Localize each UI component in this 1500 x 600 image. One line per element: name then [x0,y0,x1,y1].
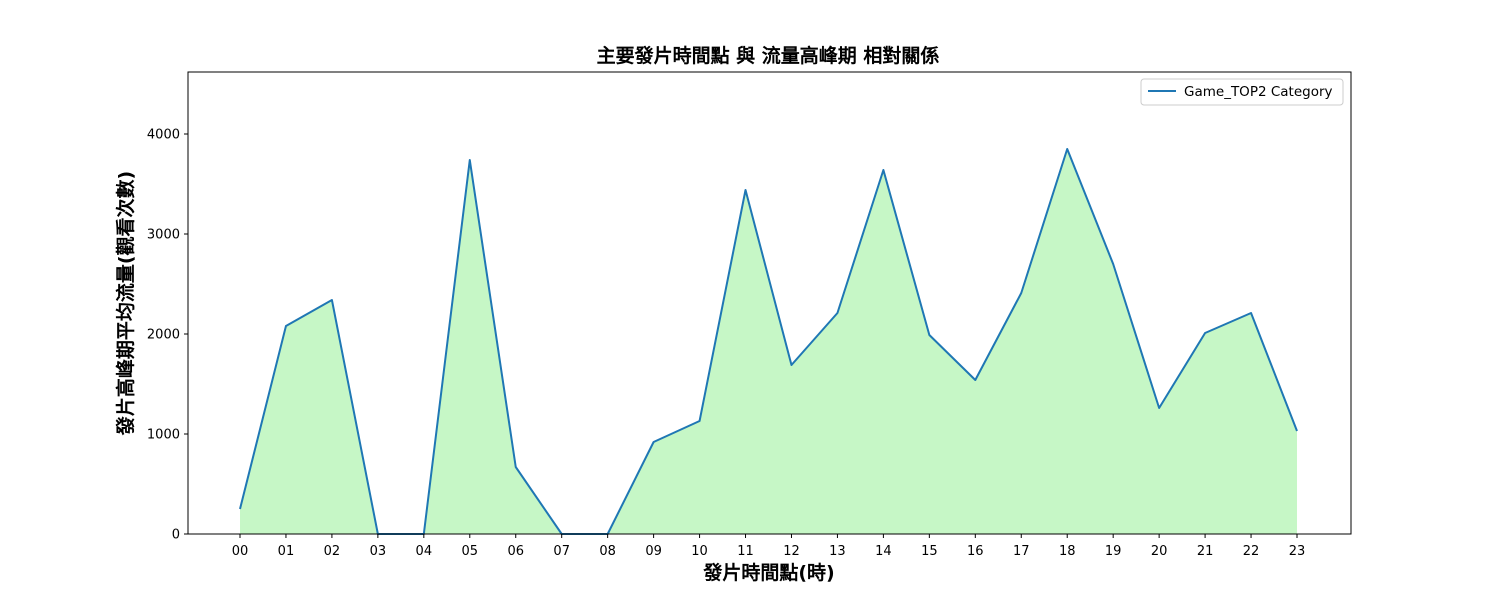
legend: Game_TOP2 Category [1140,78,1344,106]
x-tick-label: 16 [967,544,984,559]
y-tick-label: 4000 [147,128,180,143]
x-tick-label: 04 [416,544,433,559]
x-tick-label: 09 [645,544,662,559]
x-tick-label: 22 [1243,544,1260,559]
x-tick-label: 02 [324,544,341,559]
y-tick-label: 1000 [147,428,180,443]
x-axis: 00 01 02 03 04 05 06 07 08 09 10 11 12 13 14 15 16 17 18 19… [232,534,1306,559]
y-tick-label: 2000 [147,328,180,343]
x-tick-label: 14 [875,544,892,559]
x-tick-label: 13 [829,544,846,559]
x-tick-label: 07 [553,544,570,559]
x-tick-label: 12 [783,544,800,559]
x-tick-label: 10 [691,544,708,559]
area-fill [240,149,1297,534]
x-tick-label: 03 [370,544,387,559]
y-tick-label: 0 [172,528,180,543]
y-axis-label: 發片高峰期平均流量(觀看次數) [114,171,137,436]
x-axis-label: 發片時間點(時) [702,561,834,584]
y-tick-label: 3000 [147,228,180,243]
x-tick-label: 05 [462,544,479,559]
x-tick-label: 01 [278,544,295,559]
x-tick-label: 21 [1197,544,1214,559]
plot-area [239,148,1298,535]
x-tick-label: 18 [1059,544,1076,559]
x-tick-label: 00 [232,544,249,559]
x-tick-label: 17 [1013,544,1030,559]
legend-box [1140,78,1344,106]
plot-frame [187,71,1352,535]
x-tick-label: 08 [599,544,616,559]
x-tick-label: 20 [1151,544,1168,559]
legend-label: Game_TOP2 Category [1184,84,1333,100]
x-tick-label: 11 [737,544,754,559]
x-tick-label: 15 [921,544,938,559]
y-axis: 0 1000 2000 3000 4000 [147,128,188,543]
x-tick-label: 19 [1105,544,1122,559]
x-tick-label: 23 [1289,544,1306,559]
chart-title: 主要發片時間點 與 流量高峰期 相對關係 [597,44,940,67]
x-tick-label: 06 [507,544,524,559]
